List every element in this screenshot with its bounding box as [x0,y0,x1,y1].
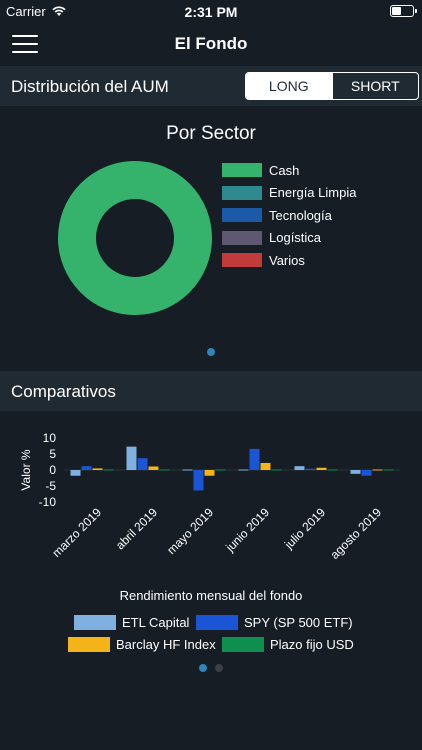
x-tick-label: mayo 2019 [164,505,216,557]
bar-barclay-hf-index-2 [204,470,215,476]
bar-etl-capital-5 [350,470,361,474]
sector-legend-label: Cash [269,162,300,178]
bar-barclay-hf-index-4 [316,467,327,470]
y-tick-label: -5 [45,479,56,493]
carrier-label: Carrier [6,4,46,19]
y-tick-label: 5 [49,447,56,461]
bar-plazo-fijo-usd-4 [327,469,338,471]
bar-spy-sp-500-etf-3 [249,448,260,470]
y-axis-label: Valor % [19,449,33,490]
page-indicator-dot-inactive [215,664,223,672]
bar-barclay-hf-index-0 [92,468,103,470]
sector-legend-item: Tecnología [222,207,332,223]
sector-legend-label: Varios [269,252,305,268]
bar-chart-title: Rendimiento mensual del fondo [119,588,303,603]
hamburger-menu-icon[interactable] [12,35,38,53]
clock-label: 2:31 PM [184,4,238,20]
bar-etl-capital-2 [182,469,193,471]
bar-plazo-fijo-usd-1 [159,469,170,471]
bar-plazo-fijo-usd-3 [271,469,282,471]
sector-legend-label: Energía Limpia [269,185,357,200]
long-segment-button[interactable]: LONG [246,73,332,99]
bar-barclay-hf-index-3 [260,462,271,470]
bar-legend-item: ETL Capital [74,614,189,630]
bar-legend-item: SPY (SP 500 ETF) [196,614,353,630]
legend-swatch [222,253,262,267]
bar-spy-sp-500-etf-1 [137,458,148,470]
sector-legend-item: Logística [222,230,321,246]
series-legend-label: Barclay HF Index [116,636,216,652]
sector-legend-label: Tecnología [269,207,332,223]
legend-swatch [222,163,262,177]
battery-icon [390,5,417,17]
bar-etl-capital-4 [294,466,305,470]
x-tick-label: agosto 2019 [328,505,385,562]
bar-etl-capital-3 [238,469,249,471]
y-tick-label: 10 [43,431,57,445]
series-legend-label: ETL Capital [122,614,190,630]
sector-legend-label: Logística [269,230,322,245]
sector-donut-chart [58,161,212,315]
bar-spy-sp-500-etf-4 [305,468,316,470]
y-tick-label: 0 [49,463,56,477]
bar-plazo-fijo-usd-5 [383,469,394,471]
aum-section-header: Distribución del AUM LONG SHORT [0,66,422,106]
short-segment-button[interactable]: SHORT [331,73,419,99]
legend-swatch [222,636,264,652]
bar-etl-capital-1 [126,446,137,470]
series-legend-label: Plazo fijo USD [270,636,354,652]
bar-plazo-fijo-usd-2 [215,469,226,471]
sector-chart-title: Por Sector [166,123,256,144]
sector-legend-item: Cash [222,162,299,178]
bar-spy-sp-500-etf-0 [81,466,92,470]
bar-spy-sp-500-etf-5 [361,470,372,476]
legend-swatch [68,636,110,652]
legend-swatch [74,614,116,630]
sector-slice-cash [58,161,212,315]
x-tick-label: abril 2019 [113,505,160,552]
legend-swatch [222,185,262,200]
comparativos-section-title: Comparativos [11,382,116,401]
x-tick-label: julio 2019 [281,505,328,552]
bar-barclay-hf-index-5 [372,469,383,471]
wifi-icon [52,6,66,16]
series-legend-label: SPY (SP 500 ETF) [244,614,353,630]
bar-plazo-fijo-usd-0 [103,469,114,471]
legend-swatch [196,614,238,630]
x-tick-label: junio 2019 [222,505,272,555]
bar-legend-item: Barclay HF Index [68,636,216,652]
bar-barclay-hf-index-1 [148,466,159,470]
sector-legend-item: Varios [222,252,305,268]
page-indicator-dot-active [207,348,215,356]
x-tick-label: marzo 2019 [49,505,104,560]
page-indicator-dot-active [199,664,207,672]
aum-section-title: Distribución del AUM [11,77,169,96]
y-tick-label: -10 [39,495,57,509]
sector-legend-item: Energía Limpia [222,185,356,201]
bar-legend-item: Plazo fijo USD [222,636,354,652]
page-title: El Fondo [174,34,248,53]
bar-etl-capital-0 [70,470,81,476]
bar-spy-sp-500-etf-2 [193,470,204,491]
nav-bar: El Fondo [0,22,422,66]
long-short-segmented-control: LONG SHORT [245,72,419,100]
comparativos-section-header: Comparativos [0,371,422,411]
legend-swatch [222,230,262,245]
legend-swatch [222,208,262,222]
status-bar: Carrier 2:31 PM [0,0,422,22]
